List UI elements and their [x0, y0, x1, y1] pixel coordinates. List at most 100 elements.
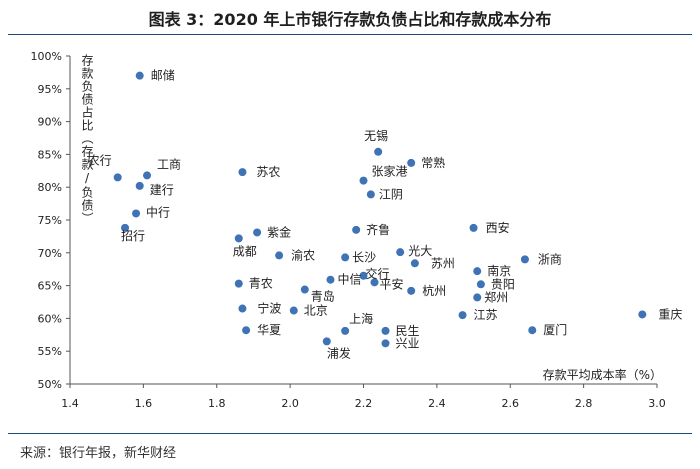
data-label: 宁波	[257, 301, 281, 316]
data-label: 西安	[486, 220, 510, 235]
data-label: 交行	[366, 266, 390, 281]
source-note: 来源：银行年报，新华财经	[20, 446, 177, 461]
data-point	[473, 293, 482, 302]
data-point	[396, 248, 405, 257]
x-axis-label: 存款平均成本率（%）	[543, 367, 662, 382]
data-point	[322, 337, 331, 346]
x-tick-label: 2.8	[575, 397, 593, 410]
data-point	[275, 251, 284, 260]
data-point	[132, 209, 141, 218]
data-label: 渝农	[291, 247, 315, 262]
data-point	[407, 286, 416, 295]
data-label: 紫金	[267, 224, 291, 239]
data-point	[326, 275, 335, 284]
data-point	[370, 278, 379, 287]
data-point	[341, 253, 350, 262]
data-label: 浦发	[327, 345, 351, 360]
y-axis-label: 存款负债占比（存款/负债）	[80, 54, 94, 225]
data-point	[234, 279, 243, 288]
x-tick-label: 2.0	[281, 397, 299, 410]
data-point	[121, 223, 130, 232]
data-points	[113, 71, 647, 348]
data-point	[341, 326, 350, 335]
chart-title: 图表 3：2020 年上市银行存款负债占比和存款成本分布	[148, 10, 552, 29]
data-point	[458, 311, 467, 320]
data-label: 重庆	[658, 307, 682, 321]
top-rule	[8, 34, 692, 35]
y-tick-label: 70%	[38, 247, 62, 260]
x-tick-label: 1.8	[208, 397, 226, 410]
data-label: 青农	[249, 277, 273, 291]
data-point	[300, 285, 309, 294]
data-point	[381, 339, 390, 348]
data-point	[143, 171, 152, 180]
y-tick-label: 60%	[38, 312, 62, 325]
data-label: 中信	[337, 272, 361, 287]
bottom-rule	[8, 433, 692, 434]
data-label: 江苏	[474, 308, 498, 322]
y-tick-label: 75%	[38, 214, 62, 227]
y-tick-label: 65%	[38, 280, 62, 293]
x-tick-label: 1.6	[135, 397, 153, 410]
data-label: 中行	[146, 204, 170, 219]
data-label: 无锡	[364, 128, 388, 143]
data-label: 杭州	[422, 283, 446, 298]
data-label: 苏农	[256, 165, 280, 179]
scatter-chart: 50% 55% 60% 65% 70% 75% 80% 85% 90% 95% 100% 1.4 1.6…	[31, 50, 683, 410]
data-label: 民生	[396, 324, 420, 338]
data-label: 邮储	[151, 68, 175, 83]
data-label: 南京	[487, 263, 511, 278]
data-point	[374, 147, 383, 156]
data-label: 上海	[349, 311, 373, 326]
data-point	[638, 310, 647, 319]
data-point	[238, 304, 247, 313]
data-label: 贵阳	[491, 277, 515, 291]
data-label: 建行	[150, 183, 174, 197]
y-tick-label: 55%	[38, 345, 62, 358]
data-label: 农行	[88, 153, 112, 167]
data-label: 浙商	[538, 251, 562, 266]
data-label: 郑州	[484, 289, 508, 304]
data-label: 青岛	[311, 289, 335, 304]
data-label: 工商	[157, 156, 181, 171]
y-tick-label: 85%	[38, 148, 62, 161]
x-tick-label: 2.2	[355, 397, 373, 410]
data-point	[135, 71, 144, 80]
data-label: 平安	[380, 276, 404, 291]
data-point	[528, 326, 537, 335]
data-point	[289, 306, 298, 315]
data-label: 苏州	[431, 256, 455, 270]
data-label: 兴业	[396, 336, 420, 350]
tick-labels: 50% 55% 60% 65% 70% 75% 80% 85% 90% 95% 100% 1.4 1.6…	[31, 50, 666, 410]
data-label: 成都	[233, 244, 257, 258]
y-tick-label: 90%	[38, 116, 62, 129]
x-tick-label: 2.6	[502, 397, 520, 410]
data-point	[253, 228, 262, 237]
data-label: 长沙	[352, 250, 376, 264]
data-point	[366, 190, 375, 199]
x-tick-label: 1.4	[61, 397, 79, 410]
data-point	[473, 267, 482, 276]
data-point	[520, 255, 529, 264]
data-label: 齐鲁	[366, 222, 390, 237]
x-tick-label: 2.4	[428, 397, 446, 410]
data-label: 北京	[304, 304, 328, 318]
data-point	[359, 176, 368, 185]
data-point	[113, 173, 122, 182]
y-tick-label: 100%	[31, 50, 62, 63]
data-label: 江阴	[379, 187, 403, 201]
data-point	[407, 158, 416, 167]
data-point	[352, 225, 361, 234]
data-point	[135, 181, 144, 190]
y-tick-label: 95%	[38, 83, 62, 96]
data-label: 招行	[121, 229, 145, 243]
data-point	[476, 280, 485, 289]
data-point	[381, 326, 390, 335]
data-point	[469, 223, 478, 232]
data-point	[359, 271, 368, 280]
data-label: 厦门	[543, 322, 567, 337]
data-point	[242, 326, 251, 335]
data-label: 光大	[408, 244, 432, 258]
